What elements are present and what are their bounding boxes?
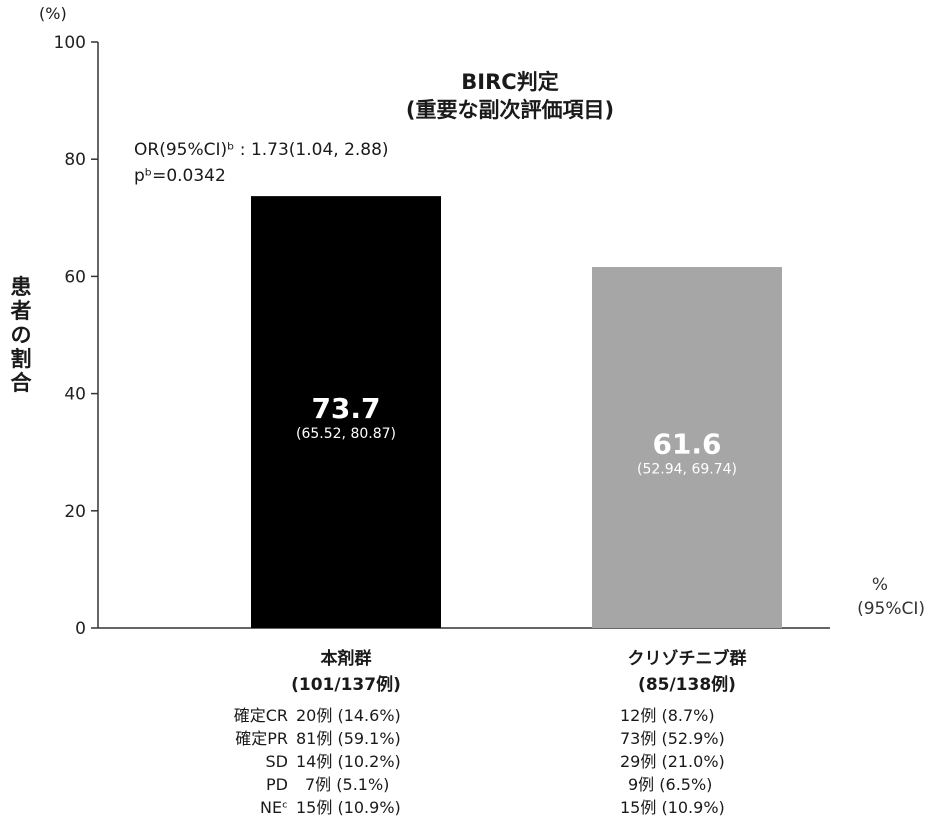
category-sublabel-0: (101/137例)	[291, 675, 401, 695]
category-label-1: クリゾチニブ群	[627, 649, 747, 669]
response-value-1-ne: 15例 (10.9%)	[620, 798, 725, 817]
y-tick-label-3: 60	[64, 267, 86, 287]
bar-1	[592, 267, 782, 628]
response-value-0-ne: 15例 (10.9%)	[296, 798, 401, 817]
bar-value-label-1: 61.6	[652, 428, 721, 461]
response-value-1-pr: 73例 (52.9%)	[620, 729, 725, 748]
category-label-0: 本剤群	[320, 649, 372, 669]
response-value-1-sd: 29例 (21.0%)	[620, 752, 725, 771]
y-axis-label: 患者の割合	[10, 275, 32, 395]
legend-percent: %	[871, 575, 888, 595]
category-sublabel-1: (85/138例)	[638, 675, 736, 695]
response-value-0-cr: 20例 (14.6%)	[296, 706, 401, 725]
y-tick-label-1: 20	[64, 502, 86, 522]
bar-value-label-0: 73.7	[311, 392, 380, 425]
chart-subtitle: (重要な副次評価項目)	[405, 98, 615, 122]
response-value-0-pr: 81例 (59.1%)	[296, 729, 401, 748]
y-tick-label-4: 80	[64, 150, 86, 170]
response-label-ne: NEᶜ	[260, 798, 288, 817]
chart-title: BIRC判定	[461, 70, 559, 94]
response-label-pd: PD	[266, 775, 288, 794]
legend-ci: (95%CI)	[857, 599, 925, 619]
y-tick-label-0: 0	[75, 619, 86, 639]
response-label-cr: 確定CR	[233, 706, 288, 725]
bar-ci-label-1: (52.94, 69.74)	[637, 462, 737, 478]
y-axis-unit: (%)	[39, 4, 67, 23]
response-value-0-sd: 14例 (10.2%)	[296, 752, 401, 771]
bar-chart: 0 20 40 60 80 100 73.7(65.52, 80.87) 61.6(52.9…	[54, 33, 830, 639]
response-value-0-pd: 7例 (5.1%)	[305, 775, 390, 794]
response-label-sd: SD	[265, 752, 288, 771]
response-value-1-pd: 9例 (6.5%)	[628, 775, 713, 794]
bar-0	[251, 196, 441, 629]
y-tick-label-2: 40	[64, 385, 86, 405]
response-value-1-cr: 12例 (8.7%)	[620, 706, 715, 725]
y-tick-label-5: 100	[54, 33, 86, 53]
p-value-annotation: pᵇ=0.0342	[134, 166, 226, 186]
bar-ci-label-0: (65.52, 80.87)	[296, 426, 396, 442]
response-label-pr: 確定PR	[235, 729, 288, 748]
odds-ratio-annotation: OR(95%CI)ᵇ : 1.73(1.04, 2.88)	[134, 140, 389, 160]
